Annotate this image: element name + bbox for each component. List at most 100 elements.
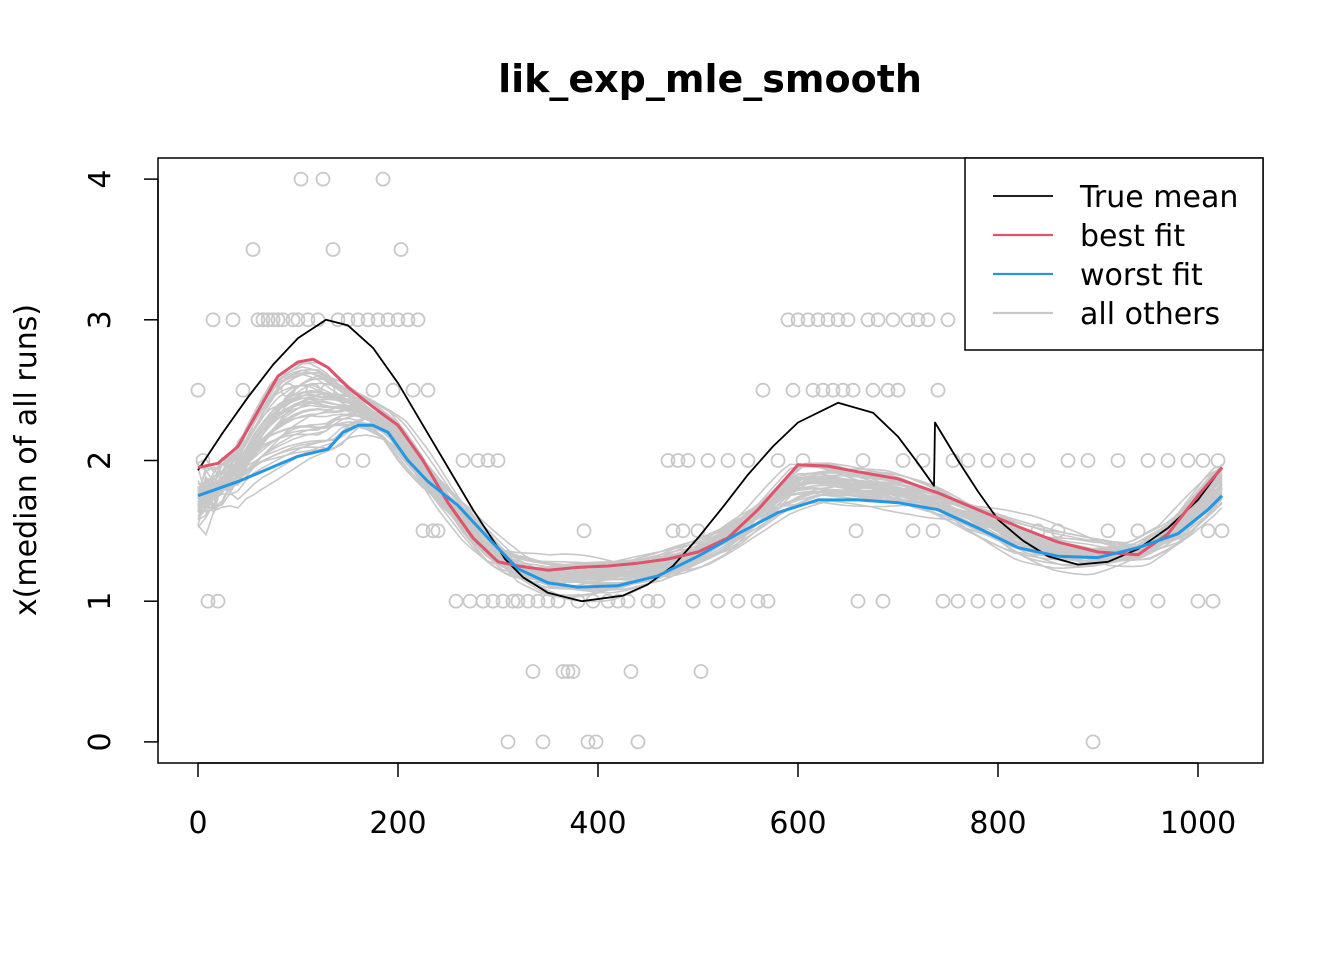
observation-point — [200, 593, 216, 609]
observation-point — [700, 453, 716, 468]
observation-point — [1100, 523, 1116, 539]
observation-point — [580, 734, 596, 750]
y-tick-label: 0 — [83, 732, 118, 751]
observation-point — [260, 312, 276, 328]
observation-point — [280, 382, 296, 398]
observation-point — [680, 453, 696, 468]
observation-point — [623, 664, 639, 679]
other-run-line — [197, 417, 1223, 594]
observation-point — [1085, 734, 1101, 750]
observation-point — [890, 382, 906, 398]
observation-point — [1010, 593, 1026, 609]
observation-point — [785, 382, 801, 398]
observation-point — [848, 523, 864, 539]
observation-point — [920, 312, 936, 328]
legend-label: best fit — [1080, 219, 1185, 254]
observation-point — [875, 593, 891, 609]
observation-point — [525, 664, 541, 679]
observation-point — [885, 312, 901, 328]
observation-point — [455, 453, 471, 468]
observation-point — [293, 171, 309, 187]
observation-point — [510, 593, 526, 609]
observation-point — [245, 242, 261, 257]
observation-point — [675, 523, 691, 539]
observation-point — [670, 453, 686, 468]
x-tick-label: 1000 — [1160, 806, 1236, 841]
y-tick-label: 4 — [83, 170, 118, 189]
observation-point — [1040, 593, 1056, 609]
observation-point — [415, 523, 431, 539]
observation-point — [620, 593, 636, 609]
observation-point — [555, 664, 571, 679]
legend: True mean best fit worst fit all others — [964, 157, 1264, 351]
observation-point — [925, 523, 941, 539]
observation-point — [300, 312, 316, 328]
observation-point — [750, 593, 766, 609]
observation-point — [1210, 453, 1226, 468]
x-tick-label: 600 — [769, 806, 826, 841]
observation-point — [235, 382, 251, 398]
observation-point — [462, 593, 478, 609]
observation-point — [990, 593, 1006, 609]
y-tick-label: 3 — [83, 310, 118, 329]
observation-point — [265, 312, 281, 328]
observation-point — [588, 734, 604, 750]
observation-point — [495, 593, 511, 609]
observation-point — [335, 453, 351, 468]
other-run-line — [197, 425, 1223, 598]
observation-point — [840, 312, 856, 328]
observation-point — [1195, 453, 1211, 468]
observation-point — [1190, 593, 1206, 609]
observation-point — [810, 312, 826, 328]
observation-point — [255, 312, 271, 328]
observation-point — [1020, 453, 1036, 468]
observation-point — [690, 523, 706, 539]
y-tick-label: 2 — [83, 451, 118, 470]
observation-point — [1120, 593, 1136, 609]
observation-point — [790, 312, 806, 328]
observation-point — [730, 593, 746, 609]
observation-point — [780, 312, 796, 328]
observation-point — [275, 312, 291, 328]
worst-fit-line — [197, 423, 1224, 589]
observation-point — [970, 593, 986, 609]
observation-point — [475, 593, 491, 609]
observation-point — [210, 593, 226, 609]
observation-point — [480, 453, 496, 468]
observation-point — [330, 312, 346, 328]
observation-point — [1110, 453, 1126, 468]
observation-point — [665, 523, 681, 539]
observation-point — [980, 453, 996, 468]
legend-label: True mean — [1079, 180, 1238, 215]
observation-point — [845, 382, 861, 398]
observation-point — [225, 312, 241, 328]
observation-point — [870, 312, 886, 328]
observation-point — [1090, 593, 1106, 609]
observation-point — [1000, 453, 1016, 468]
x-tick-label: 800 — [969, 806, 1026, 841]
y-tick-label: 1 — [83, 592, 118, 611]
observation-point — [610, 593, 626, 609]
observation-point — [1214, 523, 1230, 539]
observation-point — [250, 312, 266, 328]
observation-point — [900, 312, 916, 328]
observation-point — [560, 664, 576, 679]
observation-point — [800, 312, 816, 328]
observation-point — [693, 664, 709, 679]
chart-title: lik_exp_mle_smooth — [498, 57, 922, 101]
observation-point — [325, 242, 341, 257]
observation-point — [755, 382, 771, 398]
other-run-line — [197, 371, 1223, 582]
observation-point — [370, 312, 386, 328]
other-run-line — [197, 424, 1223, 583]
x-tick-label: 400 — [569, 806, 626, 841]
observation-point — [405, 382, 421, 398]
best-fit-line — [197, 357, 1224, 572]
observation-point — [830, 312, 846, 328]
observation-point — [576, 523, 592, 539]
observation-point — [640, 593, 656, 609]
observation-point — [365, 382, 381, 398]
observation-point — [535, 734, 551, 750]
axes-layer: 0 200 400 600 800 1000 0 1 2 3 4 — [83, 170, 1236, 841]
